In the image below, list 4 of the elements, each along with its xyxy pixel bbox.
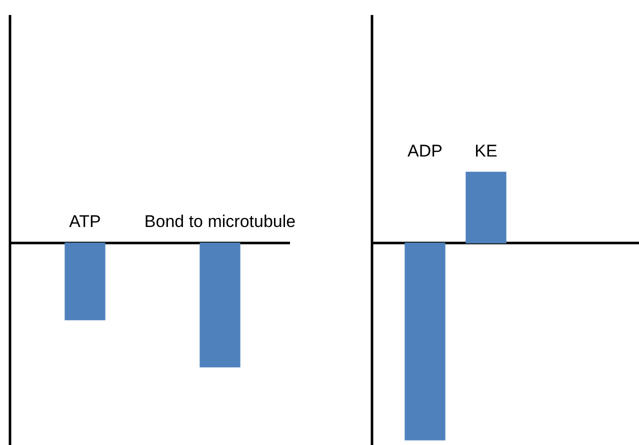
x-tick-label: ATP [69, 212, 101, 232]
x-tick-label: Bond to microtubule [144, 212, 296, 232]
x-tick-label: ADP [408, 141, 442, 160]
x-tick-label: KE [474, 141, 498, 160]
